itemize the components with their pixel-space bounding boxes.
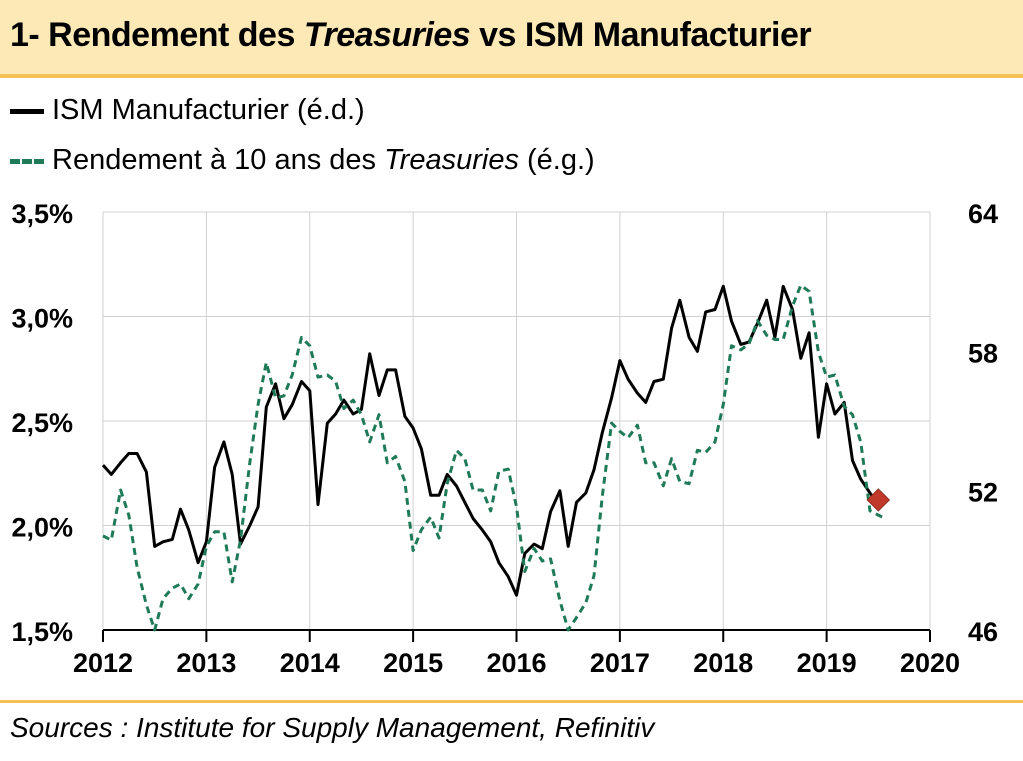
x-tick-label: 2013 — [176, 648, 236, 678]
series-line-treasuries — [102, 283, 884, 632]
x-tick-label: 2012 — [73, 648, 133, 678]
legend-swatch-solid — [10, 108, 44, 114]
chart-title: 1- Rendement des Treasuries vs ISM Manuf… — [10, 16, 812, 54]
y-right-tick-label: 46 — [968, 617, 998, 647]
x-tick-label: 2020 — [900, 648, 960, 678]
y-left-tick-label: 1,5% — [11, 617, 73, 647]
title-bar: 1- Rendement des Treasuries vs ISM Manuf… — [0, 0, 1023, 78]
sources-divider — [0, 700, 1023, 703]
x-tick-label: 2016 — [486, 648, 546, 678]
y-left-tick-label: 3,0% — [11, 304, 73, 334]
series-line-ism — [101, 284, 880, 597]
y-right-tick-label: 52 — [968, 478, 998, 508]
legend-entry-ism: ISM Manufacturier (é.d.) — [10, 94, 365, 127]
legend-entry-treasuries: Rendement à 10 ans des Treasuries (é.g.) — [10, 144, 595, 177]
line-chart: 2012 2013 2014 2015 2016 2017 2018 2019 2020 1,5%… — [11, 199, 998, 678]
y-left-tick-label: 2,0% — [11, 513, 73, 543]
x-tick-label: 2018 — [693, 648, 753, 678]
y-left-tick-label: 3,5% — [11, 199, 73, 229]
y-left-tick-label: 2,5% — [11, 408, 73, 438]
y-right-tick-label: 58 — [968, 338, 998, 368]
legend-label-treasuries: Rendement à 10 ans des Treasuries (é.g.) — [52, 144, 595, 176]
x-tick-label: 2015 — [383, 648, 443, 678]
last-value-marker — [866, 488, 891, 512]
legend-label-ism: ISM Manufacturier (é.d.) — [52, 94, 365, 126]
sources-note: Sources : Institute for Supply Managemen… — [10, 712, 655, 743]
y-right-tick-label: 64 — [968, 199, 998, 229]
x-tick-label: 2019 — [797, 648, 857, 678]
x-tick-label: 2017 — [590, 648, 650, 678]
x-tick-label: 2014 — [280, 648, 340, 678]
legend-swatch-dashed — [10, 158, 44, 164]
